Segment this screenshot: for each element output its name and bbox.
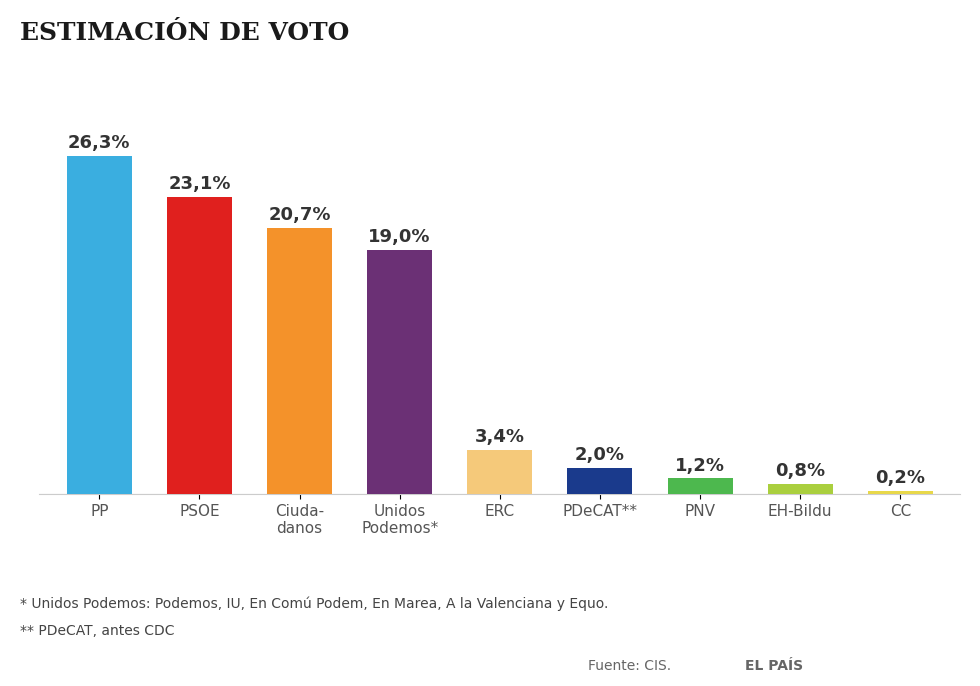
Text: 19,0%: 19,0%	[368, 228, 431, 246]
Bar	[167, 197, 232, 494]
Bar	[567, 468, 632, 494]
Text: 0,2%: 0,2%	[875, 469, 925, 488]
Text: 2,0%: 2,0%	[575, 447, 625, 464]
Text: EL PAÍS: EL PAÍS	[745, 659, 803, 672]
Text: 3,4%: 3,4%	[474, 428, 525, 447]
Text: 20,7%: 20,7%	[269, 206, 331, 224]
Text: 1,2%: 1,2%	[675, 457, 725, 475]
Text: 0,8%: 0,8%	[775, 462, 825, 480]
Text: 26,3%: 26,3%	[68, 134, 130, 152]
Text: * Unidos Podemos: Podemos, IU, En Comú Podem, En Marea, A la Valenciana y Equo.: * Unidos Podemos: Podemos, IU, En Comú P…	[20, 597, 608, 611]
Bar	[267, 228, 332, 494]
Bar	[67, 156, 132, 494]
Bar	[867, 491, 933, 494]
Text: ** PDeCAT, antes CDC: ** PDeCAT, antes CDC	[20, 624, 174, 638]
Text: 23,1%: 23,1%	[169, 175, 230, 193]
Bar	[667, 479, 733, 494]
Bar	[368, 250, 432, 494]
Bar	[467, 450, 532, 494]
Text: ESTIMACIÓN DE VOTO: ESTIMACIÓN DE VOTO	[20, 21, 349, 45]
Text: Fuente: CIS.: Fuente: CIS.	[588, 659, 671, 672]
Bar	[767, 484, 833, 494]
